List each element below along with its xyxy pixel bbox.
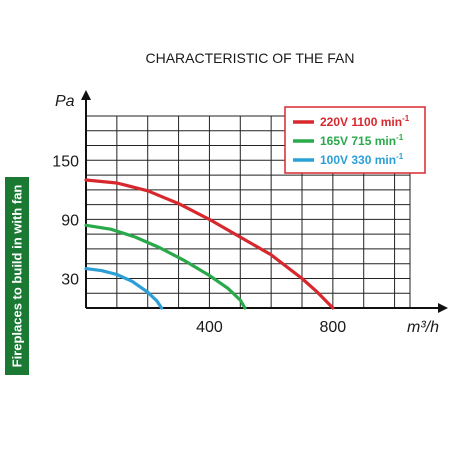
chart-title: CHARACTERISTIC OF THE FAN [146,50,355,66]
side-tab: Fireplaces to build in with fan [5,177,29,375]
y-axis-arrow [81,90,91,100]
x-tick-label: 400 [196,319,223,336]
axes [81,90,448,313]
legend-label-2: 165V 715 min-1 [320,133,404,148]
legend: 220V 1100 min-1 165V 715 min-1 100V 330 mi… [284,106,426,174]
series-line-3 [84,267,164,310]
y-tick-label: 30 [61,271,79,288]
y-tick-label: 150 [52,153,79,170]
y-tick-label: 90 [61,212,79,229]
x-tick-label: 800 [320,319,347,336]
series-layer [84,178,335,310]
x-axis-label: m³/h [407,319,439,336]
y-axis-label: Pa [55,93,75,110]
x-axis-arrow [438,303,448,313]
legend-label-3: 100V 330 min-1 [320,152,404,167]
series-line-1 [84,178,335,310]
legend-label-1: 220V 1100 min-1 [320,114,410,129]
series-line-2 [84,223,247,310]
tick-labels: 30 90 150 400 800 Pa m³/h [52,93,439,336]
